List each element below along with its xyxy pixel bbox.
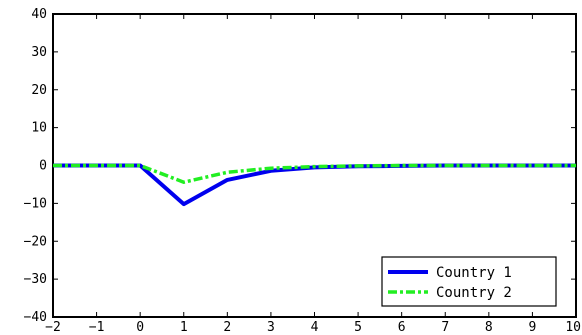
x-tick-label: −2: [45, 320, 61, 335]
legend-box: [381, 256, 557, 307]
x-tick-label: 5: [354, 320, 362, 335]
x-tick-label: 0: [136, 320, 144, 335]
x-tick-label: 3: [267, 320, 275, 335]
legend-label-2: Country 2: [436, 285, 512, 301]
y-tick-label: −40: [24, 310, 47, 325]
y-tick-label: −30: [24, 272, 47, 287]
y-tick-label: 30: [31, 45, 47, 60]
legend-label-1: Country 1: [436, 265, 512, 281]
x-tick-label: 2: [223, 320, 231, 335]
y-tick-label: 10: [31, 121, 47, 136]
y-tick-label: 40: [31, 7, 47, 22]
x-tick-label: 7: [441, 320, 449, 335]
series-lines: [53, 163, 576, 207]
y-tick-label: −10: [24, 196, 47, 211]
y-tick-label: 20: [31, 83, 47, 98]
y-tick-label: −20: [24, 234, 47, 249]
x-tick-label: 9: [529, 320, 537, 335]
series-line-2: [53, 163, 576, 184]
y-tick-label: 0: [39, 159, 47, 174]
x-tick-label: −1: [89, 320, 105, 335]
series-line-1: [53, 163, 576, 207]
x-tick-label: 1: [180, 320, 188, 335]
x-tick-label: 10: [565, 320, 581, 335]
x-tick-label: 4: [311, 320, 319, 335]
x-tick-label: 8: [485, 320, 493, 335]
x-tick-label: 6: [398, 320, 406, 335]
legend: Country 1 Country 2: [381, 256, 557, 307]
